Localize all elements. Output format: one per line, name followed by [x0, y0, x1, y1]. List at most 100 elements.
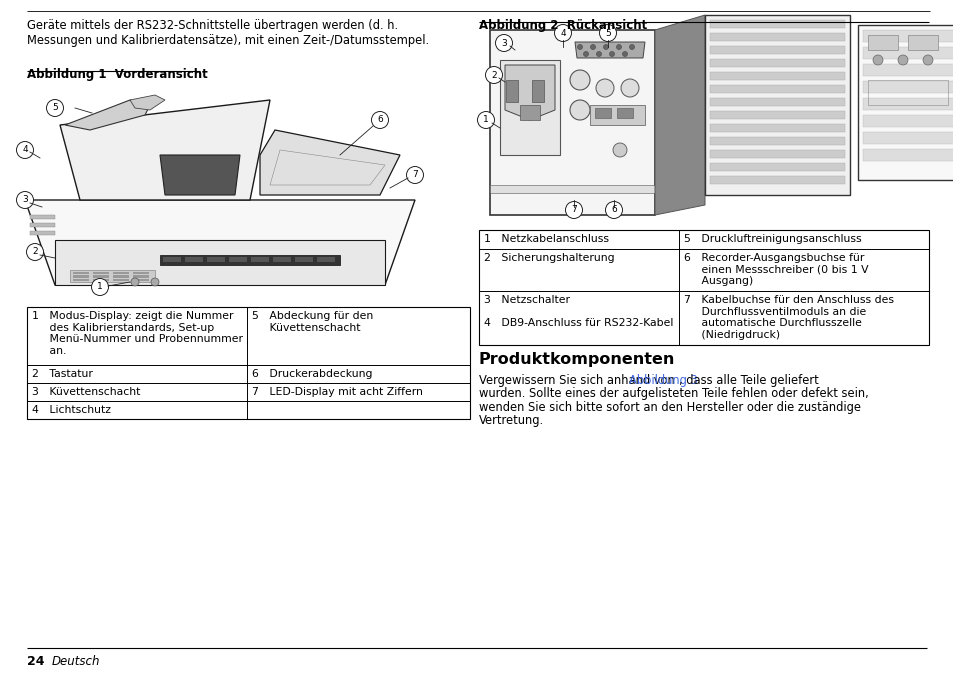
Bar [709, 163, 844, 171]
Text: 6: 6 [376, 116, 382, 125]
Bar [92, 272, 109, 275]
Text: 1: 1 [97, 283, 103, 291]
Circle shape [406, 166, 423, 184]
Circle shape [16, 141, 33, 159]
Text: 7: 7 [412, 170, 417, 180]
Circle shape [596, 52, 601, 57]
Text: 1   Netzkabelanschluss: 1 Netzkabelanschluss [483, 234, 608, 244]
Bar [862, 47, 953, 59]
Text: wurden. Sollte eines der aufgelisteten Teile fehlen oder defekt sein,: wurden. Sollte eines der aufgelisteten T… [478, 388, 868, 400]
Bar [92, 279, 109, 281]
Bar [709, 111, 844, 119]
Bar [709, 85, 844, 93]
Circle shape [151, 278, 159, 286]
Circle shape [554, 24, 571, 42]
Polygon shape [30, 223, 55, 227]
Polygon shape [60, 100, 270, 200]
Bar [709, 20, 844, 28]
Text: 5: 5 [52, 104, 58, 112]
Bar [505, 80, 517, 102]
Circle shape [495, 34, 512, 52]
Circle shape [131, 278, 139, 286]
Text: 5   Abdeckung für den
     Küvettenschacht: 5 Abdeckung für den Küvettenschacht [252, 311, 373, 332]
Polygon shape [160, 155, 240, 195]
Bar [132, 279, 149, 281]
Bar [862, 30, 953, 42]
Circle shape [596, 79, 614, 97]
Text: 2   Sicherungshalterung: 2 Sicherungshalterung [483, 253, 614, 263]
Bar [862, 132, 953, 144]
Circle shape [622, 52, 627, 57]
Circle shape [565, 201, 582, 219]
Bar [73, 275, 89, 278]
Text: 3: 3 [22, 195, 28, 205]
Polygon shape [575, 42, 644, 58]
Bar [207, 257, 225, 262]
Text: 24: 24 [27, 655, 45, 668]
Text: Abbildung 2  Rückansicht: Abbildung 2 Rückansicht [478, 19, 646, 32]
Bar [709, 59, 844, 67]
Text: 5   Druckluftreinigungsanschluss: 5 Druckluftreinigungsanschluss [683, 234, 861, 244]
Circle shape [47, 100, 64, 116]
Bar [27, 307, 470, 419]
Bar [595, 108, 610, 118]
Bar [499, 60, 559, 155]
Bar [862, 149, 953, 161]
Polygon shape [130, 95, 165, 110]
Circle shape [616, 44, 620, 50]
Polygon shape [160, 255, 339, 265]
Text: 6   Druckerabdeckung: 6 Druckerabdeckung [252, 369, 372, 379]
Text: 2: 2 [491, 71, 497, 79]
Text: 4   Lichtschutz: 4 Lichtschutz [32, 405, 111, 415]
Circle shape [629, 44, 634, 50]
Circle shape [371, 112, 388, 129]
Bar [709, 137, 844, 145]
Text: wenden Sie sich bitte sofort an den Hersteller oder die zuständige: wenden Sie sich bitte sofort an den Hers… [478, 401, 861, 414]
Polygon shape [30, 231, 55, 235]
Circle shape [485, 67, 502, 83]
Bar [907, 35, 937, 50]
Bar [73, 272, 89, 275]
Bar [519, 105, 539, 120]
Bar [478, 230, 928, 345]
Bar [112, 279, 129, 281]
Bar [709, 150, 844, 158]
Bar [862, 115, 953, 127]
Circle shape [620, 79, 639, 97]
Polygon shape [655, 15, 704, 215]
Bar [112, 272, 129, 275]
Text: 1: 1 [482, 116, 488, 125]
Circle shape [27, 244, 44, 260]
Circle shape [605, 201, 622, 219]
Polygon shape [25, 200, 415, 285]
Text: Abbildung 1  Vorderansicht: Abbildung 1 Vorderansicht [27, 68, 208, 81]
Text: , dass alle Teile geliefert: , dass alle Teile geliefert [679, 374, 818, 387]
Bar [704, 15, 849, 195]
Text: 3   Netzschalter

4   DB9-Anschluss für RS232-Kabel: 3 Netzschalter 4 DB9-Anschluss für RS232… [483, 295, 673, 328]
Bar [709, 98, 844, 106]
Circle shape [897, 55, 907, 65]
Text: 4: 4 [22, 145, 28, 155]
Bar [862, 98, 953, 110]
Text: 3   Küvettenschacht: 3 Küvettenschacht [32, 387, 140, 397]
Text: Vergewissern Sie sich anhand von: Vergewissern Sie sich anhand von [478, 374, 678, 387]
Text: 2   Tastatur: 2 Tastatur [32, 369, 92, 379]
Circle shape [16, 192, 33, 209]
Polygon shape [55, 240, 385, 285]
Bar [709, 46, 844, 54]
Bar [867, 80, 947, 105]
Bar [709, 33, 844, 41]
Text: Vertretung.: Vertretung. [478, 415, 543, 427]
Text: 7: 7 [571, 205, 577, 215]
Bar [70, 270, 154, 282]
Polygon shape [260, 130, 399, 195]
Text: 6: 6 [611, 205, 617, 215]
Text: 7   Kabelbuchse für den Anschluss des
     Durchflussventilmoduls an die
     au: 7 Kabelbuchse für den Anschluss des Durc… [683, 295, 893, 340]
Polygon shape [30, 215, 55, 219]
Bar [316, 257, 335, 262]
Bar [862, 64, 953, 76]
Text: 6   Recorder-Ausgangsbuchse für
     einen Messschreiber (0 bis 1 V
     Ausgang: 6 Recorder-Ausgangsbuchse für einen Mess… [683, 253, 868, 286]
Bar [532, 80, 543, 102]
Circle shape [569, 70, 589, 90]
Circle shape [923, 55, 932, 65]
